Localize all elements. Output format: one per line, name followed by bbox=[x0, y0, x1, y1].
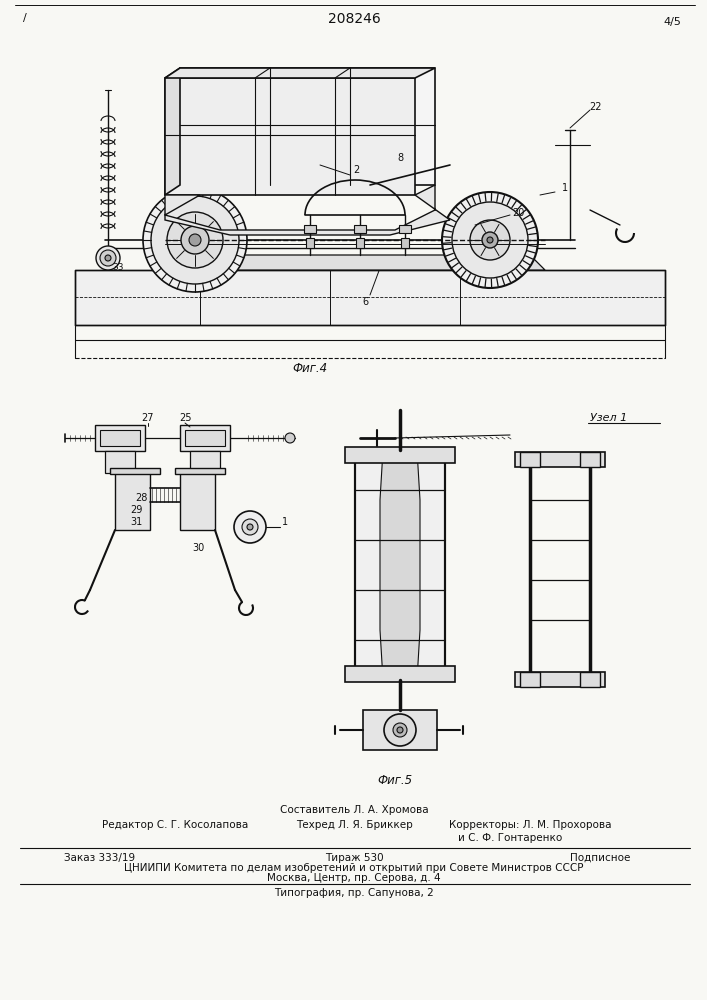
Text: Заказ 333/19: Заказ 333/19 bbox=[64, 853, 136, 863]
Text: Корректоры: Л. М. Прохорова: Корректоры: Л. М. Прохорова bbox=[449, 820, 612, 830]
Polygon shape bbox=[180, 470, 215, 530]
Text: Фиг.5: Фиг.5 bbox=[378, 774, 413, 786]
Bar bbox=[520, 672, 540, 687]
Text: Редактор С. Г. Косолапова: Редактор С. Г. Косолапова bbox=[102, 820, 248, 830]
Bar bbox=[515, 452, 605, 467]
Circle shape bbox=[470, 220, 510, 260]
Circle shape bbox=[397, 727, 403, 733]
Polygon shape bbox=[165, 185, 450, 235]
Bar bbox=[355, 450, 445, 680]
Bar bbox=[185, 430, 225, 446]
Circle shape bbox=[151, 196, 239, 284]
Circle shape bbox=[242, 519, 258, 535]
Bar bbox=[356, 238, 364, 248]
Polygon shape bbox=[115, 470, 150, 530]
Text: 1: 1 bbox=[282, 517, 288, 527]
Text: Составитель Л. А. Хромова: Составитель Л. А. Хромова bbox=[280, 805, 428, 815]
Circle shape bbox=[189, 234, 201, 246]
Text: 25: 25 bbox=[179, 413, 192, 423]
Bar bbox=[345, 447, 455, 463]
Text: Москва, Центр, пр. Серова, д. 4: Москва, Центр, пр. Серова, д. 4 bbox=[267, 873, 440, 883]
Text: 33: 33 bbox=[112, 263, 124, 272]
Text: и С. Ф. Гонтаренко: и С. Ф. Гонтаренко bbox=[458, 833, 562, 843]
Bar bbox=[363, 710, 437, 750]
Polygon shape bbox=[380, 450, 420, 680]
Text: ЦНИИПИ Комитета по делам изобретений и открытий при Совете Министров СССР: ЦНИИПИ Комитета по делам изобретений и о… bbox=[124, 863, 584, 873]
Text: 6: 6 bbox=[362, 297, 368, 307]
Text: 2: 2 bbox=[353, 165, 359, 175]
Circle shape bbox=[482, 232, 498, 248]
Text: 27: 27 bbox=[141, 413, 154, 423]
Bar bbox=[95, 425, 145, 451]
Text: 8: 8 bbox=[397, 153, 403, 163]
Polygon shape bbox=[165, 68, 180, 195]
Text: Тираж 530: Тираж 530 bbox=[325, 853, 383, 863]
Polygon shape bbox=[175, 468, 225, 474]
Bar bbox=[515, 672, 605, 687]
Circle shape bbox=[384, 714, 416, 746]
Bar bbox=[345, 666, 455, 682]
Polygon shape bbox=[165, 78, 415, 195]
Circle shape bbox=[247, 524, 253, 530]
Circle shape bbox=[181, 226, 209, 254]
Polygon shape bbox=[185, 255, 545, 270]
Text: /: / bbox=[23, 13, 27, 23]
Text: 30: 30 bbox=[192, 543, 204, 553]
Bar bbox=[105, 451, 135, 473]
Bar bbox=[354, 225, 366, 233]
Text: 208246: 208246 bbox=[327, 12, 380, 26]
Polygon shape bbox=[180, 68, 435, 185]
Polygon shape bbox=[75, 270, 665, 325]
Text: Подписное: Подписное bbox=[570, 853, 630, 863]
Bar bbox=[100, 430, 140, 446]
Polygon shape bbox=[165, 68, 435, 78]
Circle shape bbox=[393, 723, 407, 737]
Circle shape bbox=[442, 192, 538, 288]
Bar bbox=[355, 450, 445, 680]
Text: 22: 22 bbox=[589, 102, 601, 112]
Circle shape bbox=[167, 212, 223, 268]
Polygon shape bbox=[110, 468, 160, 474]
Circle shape bbox=[105, 255, 111, 261]
Circle shape bbox=[487, 237, 493, 243]
Bar bbox=[306, 238, 314, 248]
Text: Техред Л. Я. Бриккер: Техред Л. Я. Бриккер bbox=[296, 820, 412, 830]
Text: 28: 28 bbox=[136, 493, 148, 503]
Circle shape bbox=[96, 246, 120, 270]
Circle shape bbox=[100, 250, 116, 266]
Bar bbox=[520, 452, 540, 467]
Circle shape bbox=[452, 202, 528, 278]
Bar bbox=[190, 451, 220, 473]
Text: 29: 29 bbox=[131, 505, 143, 515]
Circle shape bbox=[285, 433, 295, 443]
Text: 4/5: 4/5 bbox=[663, 17, 681, 27]
Circle shape bbox=[143, 188, 247, 292]
Text: Фиг.4: Фиг.4 bbox=[293, 361, 327, 374]
Text: 20: 20 bbox=[512, 208, 524, 218]
Circle shape bbox=[234, 511, 266, 543]
Text: Типография, пр. Сапунова, 2: Типография, пр. Сапунова, 2 bbox=[274, 888, 434, 898]
Bar bbox=[304, 225, 316, 233]
Text: 31: 31 bbox=[131, 517, 143, 527]
Text: 1: 1 bbox=[562, 183, 568, 193]
Bar bbox=[180, 425, 230, 451]
Bar bbox=[580, 672, 600, 687]
Bar bbox=[401, 238, 409, 248]
Text: Узел 1: Узел 1 bbox=[590, 413, 627, 423]
Bar bbox=[399, 225, 411, 233]
Bar bbox=[580, 452, 600, 467]
